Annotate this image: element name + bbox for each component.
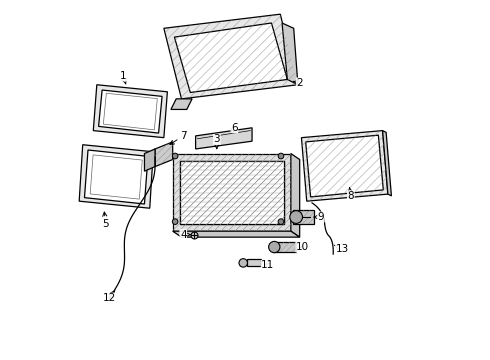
Text: 10: 10 bbox=[296, 242, 309, 252]
Polygon shape bbox=[84, 150, 148, 204]
Polygon shape bbox=[306, 135, 383, 197]
Text: 11: 11 bbox=[261, 260, 274, 270]
Polygon shape bbox=[172, 231, 300, 237]
Polygon shape bbox=[291, 154, 300, 237]
Polygon shape bbox=[247, 259, 261, 266]
Polygon shape bbox=[90, 155, 142, 199]
Polygon shape bbox=[172, 154, 291, 231]
Text: 2: 2 bbox=[293, 78, 303, 88]
Text: 8: 8 bbox=[347, 188, 354, 201]
Polygon shape bbox=[383, 131, 392, 196]
Polygon shape bbox=[103, 93, 157, 130]
Circle shape bbox=[172, 153, 178, 159]
Polygon shape bbox=[174, 23, 287, 93]
Polygon shape bbox=[196, 128, 252, 149]
Circle shape bbox=[278, 219, 284, 224]
Text: 3: 3 bbox=[214, 134, 220, 149]
Circle shape bbox=[278, 153, 284, 159]
Text: 4: 4 bbox=[180, 230, 191, 240]
Polygon shape bbox=[180, 161, 284, 224]
Text: 1: 1 bbox=[120, 71, 126, 84]
Polygon shape bbox=[171, 99, 192, 109]
Polygon shape bbox=[155, 142, 172, 167]
Circle shape bbox=[269, 242, 280, 253]
Polygon shape bbox=[282, 23, 298, 85]
Polygon shape bbox=[273, 242, 296, 252]
Circle shape bbox=[172, 219, 178, 224]
Circle shape bbox=[239, 259, 247, 267]
Polygon shape bbox=[164, 14, 298, 99]
Text: 5: 5 bbox=[102, 212, 109, 229]
Text: 7: 7 bbox=[170, 131, 187, 144]
Polygon shape bbox=[145, 149, 155, 171]
Circle shape bbox=[290, 211, 302, 224]
Text: 6: 6 bbox=[231, 123, 238, 134]
Polygon shape bbox=[98, 90, 162, 133]
Text: 12: 12 bbox=[102, 291, 116, 303]
Polygon shape bbox=[79, 145, 153, 208]
Polygon shape bbox=[301, 131, 388, 201]
Polygon shape bbox=[93, 85, 168, 138]
Polygon shape bbox=[180, 161, 284, 224]
Text: 13: 13 bbox=[335, 244, 349, 254]
Polygon shape bbox=[293, 210, 314, 224]
Text: 9: 9 bbox=[314, 212, 324, 222]
